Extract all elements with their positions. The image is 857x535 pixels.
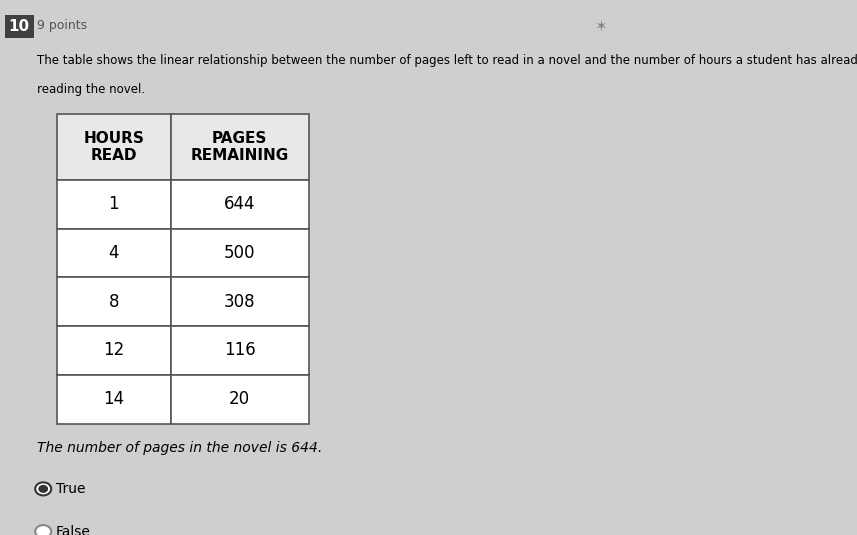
FancyBboxPatch shape (57, 375, 171, 424)
Circle shape (35, 483, 51, 495)
FancyBboxPatch shape (171, 277, 309, 326)
Circle shape (39, 485, 48, 493)
Text: 116: 116 (224, 341, 255, 360)
FancyBboxPatch shape (57, 228, 171, 277)
Text: The table shows the linear relationship between the number of pages left to read: The table shows the linear relationship … (37, 54, 857, 67)
FancyBboxPatch shape (57, 114, 171, 180)
Text: True: True (56, 482, 85, 496)
Text: 8: 8 (108, 293, 119, 311)
Text: 14: 14 (103, 390, 124, 408)
Text: reading the novel.: reading the novel. (37, 83, 145, 96)
Text: 20: 20 (229, 390, 250, 408)
FancyBboxPatch shape (57, 326, 171, 375)
Text: 9 points: 9 points (37, 19, 87, 32)
Text: 500: 500 (224, 244, 255, 262)
FancyBboxPatch shape (57, 277, 171, 326)
FancyBboxPatch shape (171, 326, 309, 375)
Text: 308: 308 (224, 293, 255, 311)
FancyBboxPatch shape (171, 375, 309, 424)
Text: The number of pages in the novel is 644.: The number of pages in the novel is 644. (37, 441, 322, 455)
Text: 4: 4 (108, 244, 119, 262)
Text: 1: 1 (108, 195, 119, 213)
FancyBboxPatch shape (57, 180, 171, 228)
Text: 12: 12 (103, 341, 124, 360)
Text: PAGES
REMAINING: PAGES REMAINING (190, 131, 289, 163)
Text: False: False (56, 525, 90, 535)
Text: 10: 10 (9, 19, 30, 34)
FancyBboxPatch shape (171, 180, 309, 228)
FancyBboxPatch shape (171, 114, 309, 180)
Text: HOURS
READ: HOURS READ (83, 131, 144, 163)
Text: 644: 644 (224, 195, 255, 213)
Circle shape (35, 525, 51, 535)
Text: ✶: ✶ (595, 19, 608, 34)
FancyBboxPatch shape (171, 228, 309, 277)
